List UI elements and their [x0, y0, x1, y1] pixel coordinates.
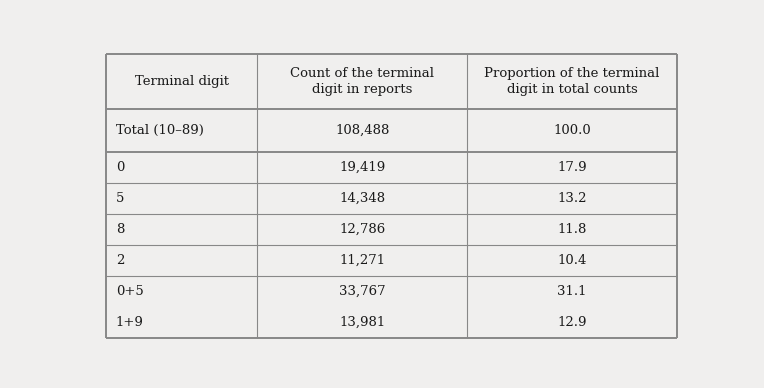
Text: 11,271: 11,271: [339, 254, 385, 267]
Text: 19,419: 19,419: [339, 161, 385, 174]
Text: Terminal digit: Terminal digit: [134, 75, 228, 88]
Text: Proportion of the terminal
digit in total counts: Proportion of the terminal digit in tota…: [484, 67, 659, 96]
Text: 2: 2: [115, 254, 124, 267]
Text: 108,488: 108,488: [335, 124, 390, 137]
Text: 13.2: 13.2: [557, 192, 587, 205]
Text: 1+9: 1+9: [115, 316, 144, 329]
Text: 5: 5: [115, 192, 124, 205]
Text: Count of the terminal
digit in reports: Count of the terminal digit in reports: [290, 67, 434, 96]
Text: 0+5: 0+5: [115, 285, 144, 298]
Text: 33,767: 33,767: [339, 285, 386, 298]
Text: 11.8: 11.8: [557, 223, 587, 236]
Text: 12,786: 12,786: [339, 223, 385, 236]
Text: 10.4: 10.4: [557, 254, 587, 267]
Text: 31.1: 31.1: [557, 285, 587, 298]
Text: 17.9: 17.9: [557, 161, 587, 174]
Text: 8: 8: [115, 223, 124, 236]
Text: 13,981: 13,981: [339, 316, 385, 329]
Text: 0: 0: [115, 161, 124, 174]
Text: Total (10–89): Total (10–89): [115, 124, 203, 137]
Text: 14,348: 14,348: [339, 192, 385, 205]
Text: 100.0: 100.0: [553, 124, 591, 137]
Text: 12.9: 12.9: [557, 316, 587, 329]
